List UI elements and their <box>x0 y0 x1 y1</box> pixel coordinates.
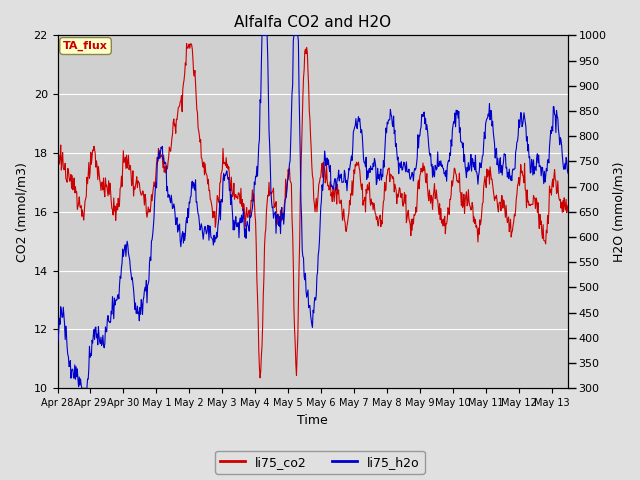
Y-axis label: CO2 (mmol/m3): CO2 (mmol/m3) <box>15 162 28 262</box>
Legend: li75_co2, li75_h2o: li75_co2, li75_h2o <box>215 451 425 474</box>
Text: TA_flux: TA_flux <box>63 41 108 51</box>
Title: Alfalfa CO2 and H2O: Alfalfa CO2 and H2O <box>234 15 391 30</box>
Y-axis label: H2O (mmol/m3): H2O (mmol/m3) <box>612 162 625 262</box>
X-axis label: Time: Time <box>298 414 328 427</box>
